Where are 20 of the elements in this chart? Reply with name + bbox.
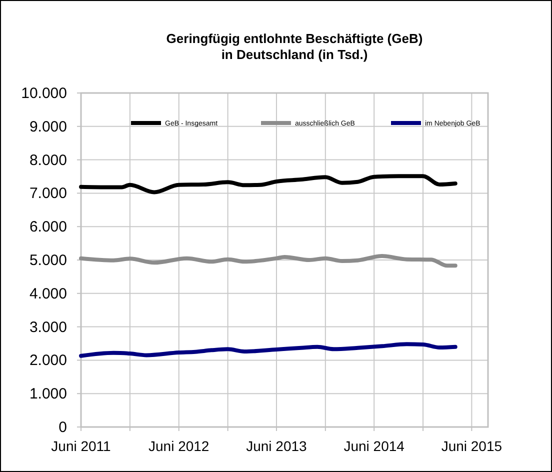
y-tick-label: 0 [58, 419, 67, 436]
line-series [79, 254, 458, 268]
y-tick-label: 1.000 [29, 386, 67, 403]
y-tick-label: 3.000 [29, 318, 67, 336]
line-series [79, 174, 458, 194]
x-tick-label: Juni 2014 [344, 438, 405, 454]
chart-title: Geringfügig entlohnte Beschäftigte (GeB) in Deutschland (in Tsd.) [166, 31, 423, 62]
y-tick-label: 9.000 [29, 118, 67, 136]
x-tick-label: Juni 2013 [246, 438, 308, 454]
y-tick-label: 8.000 [29, 152, 67, 169]
x-tick-label: Juni 2015 [441, 438, 502, 454]
y-tick-label: 6.000 [29, 218, 67, 236]
y-tick-label: 7.000 [29, 185, 67, 202]
y-tick-label: 4.000 [29, 285, 67, 302]
y-tick-label: 5.000 [29, 252, 67, 269]
y-tick-label: 10.000 [21, 85, 67, 102]
y-tick-label: 2.000 [29, 352, 67, 370]
x-tick-label: Juni 2012 [148, 438, 210, 454]
line-series [79, 342, 458, 358]
x-tick-label: Juni 2011 [51, 438, 112, 454]
